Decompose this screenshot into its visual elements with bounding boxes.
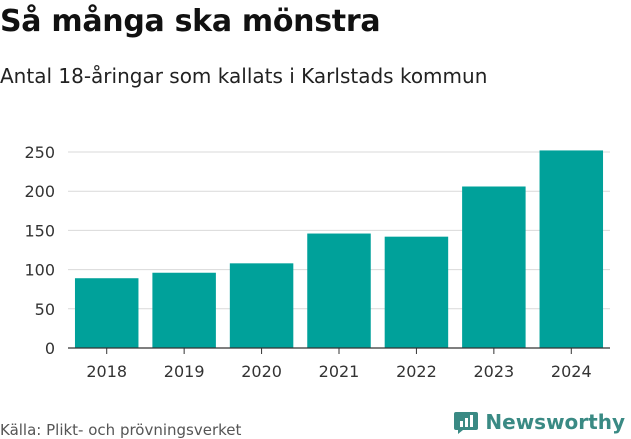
bar — [307, 233, 371, 348]
x-tick-label: 2018 — [86, 362, 127, 381]
x-tick-label: 2023 — [473, 362, 514, 381]
y-tick-label: 150 — [24, 221, 55, 240]
bar — [152, 272, 216, 348]
y-tick-label: 50 — [35, 300, 55, 319]
source-note: Källa: Plikt- och prövningsverket — [0, 421, 242, 439]
y-tick-label: 0 — [45, 339, 55, 358]
x-tick-label: 2020 — [241, 362, 282, 381]
x-tick-label: 2024 — [551, 362, 592, 381]
bar — [229, 263, 294, 348]
x-tick-label: 2021 — [319, 362, 360, 381]
x-tick-label: 2019 — [164, 362, 205, 381]
x-tick-label: 2022 — [396, 362, 437, 381]
bar — [384, 236, 449, 348]
newsworthy-logo-icon — [454, 412, 479, 434]
chart-title: Så många ska mönstra — [0, 4, 381, 39]
brand-name: Newsworthy — [485, 410, 625, 434]
y-tick-label: 100 — [24, 261, 55, 280]
bar — [462, 186, 526, 348]
bar — [539, 150, 604, 348]
y-tick-label: 250 — [24, 143, 55, 162]
bar — [74, 278, 139, 348]
chart-subtitle: Antal 18-åringar som kallats i Karlstads… — [0, 64, 488, 88]
y-tick-label: 200 — [24, 182, 55, 201]
brand-logo: Newsworthy — [453, 409, 625, 435]
bar-chart: 0 50 100 150 200 250 2018 2019 2020 2021 2022 2023 2… — [24, 143, 610, 381]
